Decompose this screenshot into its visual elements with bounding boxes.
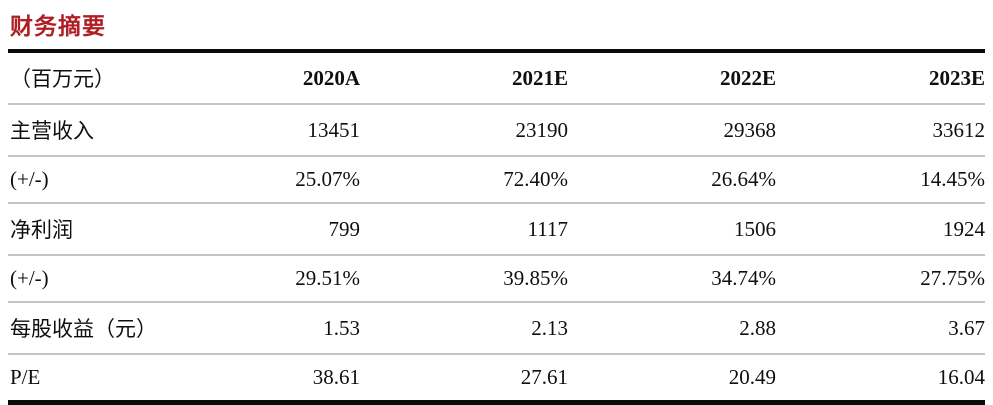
value-cell: 20.49 (568, 353, 776, 403)
row-label-cell: (+/-) (8, 254, 178, 303)
table-row: 每股收益（元） 1.53 2.13 2.88 3.67 (8, 301, 985, 355)
row-label-cell: P/E (8, 353, 178, 403)
value-cell: 799 (178, 202, 360, 256)
value-cell: 23190 (360, 103, 568, 157)
value-cell: 27.61 (360, 353, 568, 403)
value-cell: 3.67 (776, 301, 985, 355)
unit-header-cell: （百万元） (10, 67, 115, 92)
value-cell: 29368 (568, 103, 776, 157)
row-label-cell: 每股收益（元） (8, 301, 178, 355)
year-header-cell: 2021E (511, 65, 568, 90)
value-cell: 25.07% (178, 155, 360, 204)
value-cell: 29.51% (178, 254, 360, 303)
value-cell: 2.13 (360, 301, 568, 355)
row-label-cell: 主营收入 (8, 103, 178, 157)
value-cell: 14.45% (776, 155, 985, 204)
year-header-cell: 2023E (928, 65, 985, 90)
table-header: （百万元） 2020A 2021E 2022E 2023E (8, 51, 985, 104)
table-row: P/E 38.61 27.61 20.49 16.04 (8, 353, 985, 403)
financial-summary-table: （百万元） 2020A 2021E 2022E 2023E 主营收入 13451 23190… (8, 49, 985, 405)
value-cell: 26.64% (568, 155, 776, 204)
header-row: （百万元） 2020A 2021E 2022E 2023E (8, 51, 985, 104)
value-cell: 38.61 (178, 353, 360, 403)
page-title: 财务摘要 (10, 13, 106, 39)
year-header-cell: 2022E (719, 65, 776, 90)
table-row: 净利润 799 1117 1506 1924 (8, 202, 985, 256)
value-cell: 72.40% (360, 155, 568, 204)
value-cell: 13451 (178, 103, 360, 157)
value-cell: 1117 (360, 202, 568, 256)
table-row: 主营收入 13451 23190 29368 33612 (8, 103, 985, 157)
value-cell: 1.53 (178, 301, 360, 355)
value-cell: 34.74% (568, 254, 776, 303)
value-cell: 33612 (776, 103, 985, 157)
table-row: (+/-) 25.07% 72.40% 26.64% 14.45% (8, 155, 985, 204)
row-label-cell: (+/-) (8, 155, 178, 204)
value-cell: 1924 (776, 202, 985, 256)
table-body: 主营收入 13451 23190 29368 33612 (+/-) 25.07% 72.40… (8, 103, 985, 403)
value-cell: 27.75% (776, 254, 985, 303)
value-cell: 2.88 (568, 301, 776, 355)
value-cell: 39.85% (360, 254, 568, 303)
year-header-cell: 2020A (302, 65, 360, 90)
row-label-cell: 净利润 (8, 202, 178, 256)
value-cell: 16.04 (776, 353, 985, 403)
value-cell: 1506 (568, 202, 776, 256)
table-row: (+/-) 29.51% 39.85% 34.74% 27.75% (8, 254, 985, 303)
